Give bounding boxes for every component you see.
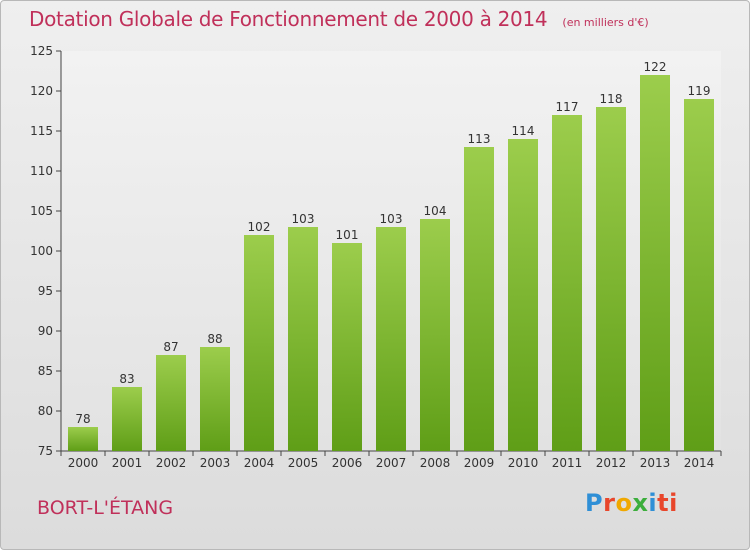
- bar: [552, 115, 582, 451]
- x-tick-label: 2007: [376, 456, 407, 470]
- bar: [112, 387, 142, 451]
- bar: [244, 235, 274, 451]
- bar-value-label: 117: [556, 100, 579, 114]
- logo-letter: r: [603, 489, 616, 517]
- bar: [200, 347, 230, 451]
- bar-value-label: 101: [336, 228, 359, 242]
- y-tick-label: 85: [38, 364, 53, 378]
- y-tick-label: 125: [30, 44, 53, 58]
- bar: [156, 355, 186, 451]
- y-tick-label: 95: [38, 284, 53, 298]
- bar-value-label: 87: [163, 340, 178, 354]
- chart-title: Dotation Globale de Fonctionnement de 20…: [29, 7, 548, 31]
- bar: [376, 227, 406, 451]
- x-tick-label: 2010: [508, 456, 539, 470]
- bar-value-label: 122: [644, 60, 667, 74]
- x-tick-label: 2008: [420, 456, 451, 470]
- x-tick-label: 2002: [156, 456, 187, 470]
- title-row: Dotation Globale de Fonctionnement de 20…: [29, 7, 649, 31]
- bar: [68, 427, 98, 451]
- x-tick-label: 2000: [68, 456, 99, 470]
- bar: [288, 227, 318, 451]
- x-tick-label: 2011: [552, 456, 583, 470]
- bar: [640, 75, 670, 451]
- plot-area: 75 80 85 90 95 100 105 110 115 120 125 78 2000 83 2001…: [30, 44, 722, 470]
- y-tick-label: 90: [38, 324, 53, 338]
- x-tick-label: 2001: [112, 456, 143, 470]
- y-tick-label: 110: [30, 164, 53, 178]
- bar-value-label: 103: [380, 212, 403, 226]
- bar: [420, 219, 450, 451]
- place-name: BORT-L'ÉTANG: [37, 497, 174, 519]
- bar-value-label: 88: [207, 332, 222, 346]
- logo-letter: i: [648, 489, 658, 517]
- bar-value-label: 102: [248, 220, 271, 234]
- x-tick-label: 2014: [684, 456, 715, 470]
- bar: [596, 107, 626, 451]
- y-tick-label: 75: [38, 444, 53, 458]
- bar: [508, 139, 538, 451]
- x-tick-label: 2012: [596, 456, 627, 470]
- bar-value-label: 83: [119, 372, 134, 386]
- bar: [684, 99, 714, 451]
- bar-value-label: 114: [512, 124, 535, 138]
- y-tick-label: 100: [30, 244, 53, 258]
- y-tick-label: 105: [30, 204, 53, 218]
- x-tick-label: 2013: [640, 456, 671, 470]
- x-tick-label: 2004: [244, 456, 275, 470]
- logo-letter: ti: [657, 489, 678, 517]
- bar-value-label: 119: [688, 84, 711, 98]
- bar-value-label: 103: [292, 212, 315, 226]
- bar: [464, 147, 494, 451]
- bar: [332, 243, 362, 451]
- x-tick-label: 2006: [332, 456, 363, 470]
- x-tick-label: 2003: [200, 456, 231, 470]
- bar-value-label: 118: [600, 92, 623, 106]
- proxiti-logo: Proxiti: [585, 489, 678, 517]
- x-tick-label: 2005: [288, 456, 319, 470]
- bar-value-label: 104: [424, 204, 447, 218]
- bar-value-label: 113: [468, 132, 491, 146]
- logo-letter: P: [585, 489, 604, 517]
- logo-letter: x: [632, 489, 649, 517]
- bar-value-label: 78: [75, 412, 90, 426]
- chart-subtitle: (en milliers d'€): [562, 16, 649, 29]
- y-tick-label: 80: [38, 404, 53, 418]
- y-tick-label: 115: [30, 124, 53, 138]
- logo-letter: o: [615, 489, 633, 517]
- y-tick-label: 120: [30, 84, 53, 98]
- x-tick-label: 2009: [464, 456, 495, 470]
